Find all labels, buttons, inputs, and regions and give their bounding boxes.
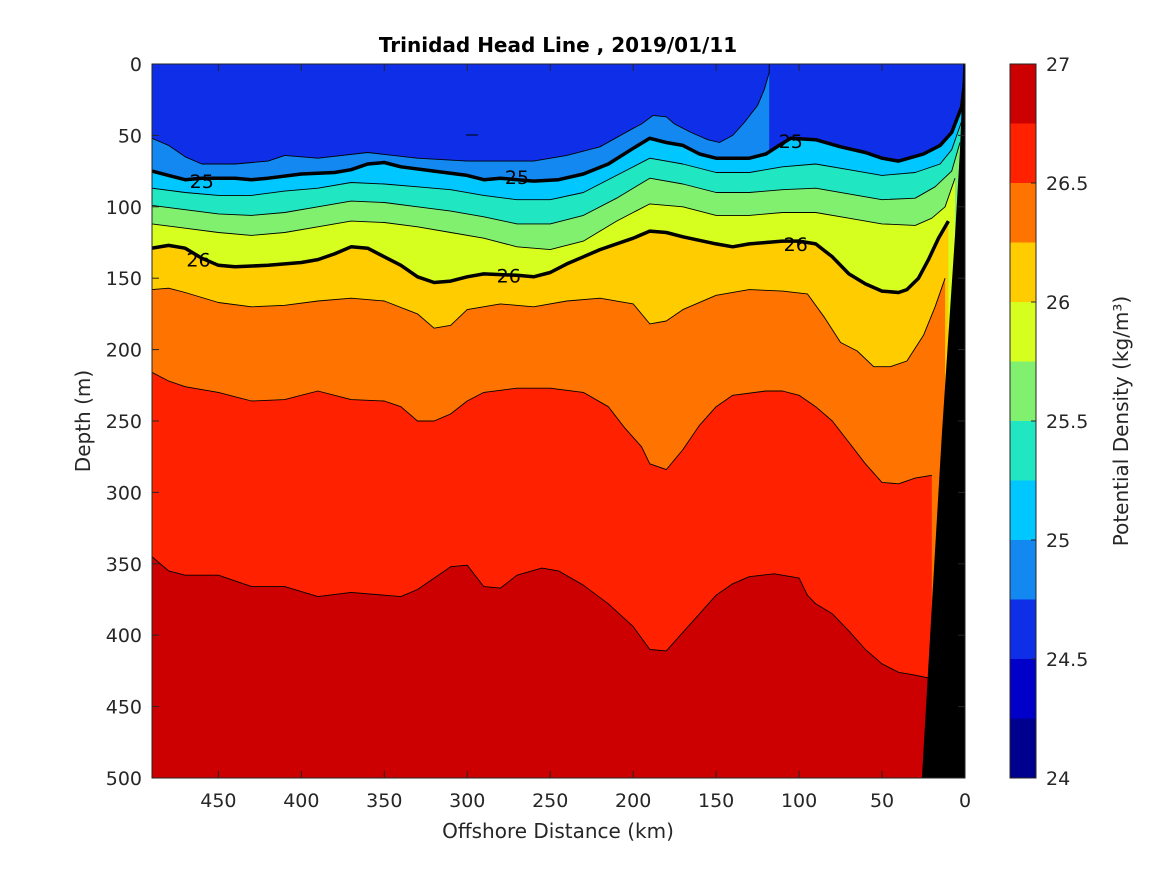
y-tick-label: 200 bbox=[106, 340, 142, 362]
y-tick-label: 250 bbox=[106, 411, 142, 433]
x-tick-label: 100 bbox=[781, 790, 817, 812]
colorbar-tick-label: 26.5 bbox=[1046, 173, 1088, 195]
plot-area bbox=[152, 64, 965, 778]
y-tick-label: 350 bbox=[106, 554, 142, 576]
isopycnal-26.5 bbox=[152, 372, 932, 485]
y-tick-label: 400 bbox=[106, 625, 142, 647]
y-axis-label: Depth (m) bbox=[71, 370, 95, 472]
chart-title: Trinidad Head Line , 2019/01/11 bbox=[379, 33, 737, 57]
y-tick-label: 450 bbox=[106, 697, 142, 719]
x-tick-label: 50 bbox=[870, 790, 894, 812]
x-tick-label: 0 bbox=[959, 790, 971, 812]
seafloor-bathymetry bbox=[921, 64, 965, 778]
isopycnal-25.75 bbox=[152, 178, 956, 251]
y-tick-label: 500 bbox=[106, 768, 142, 790]
y-axis: 0 50 100 150 200 250 300 350 400 450 500 bbox=[106, 54, 965, 790]
colorbar-swatch bbox=[1010, 242, 1036, 302]
colorbar-swatch bbox=[1010, 540, 1036, 600]
x-tick-label: 300 bbox=[449, 790, 485, 812]
y-tick-label: 50 bbox=[118, 125, 142, 147]
contour-label-text: 25 bbox=[505, 167, 529, 189]
contour-label-text: 26 bbox=[497, 265, 521, 287]
x-tick-label: 450 bbox=[200, 790, 236, 812]
colorbar-tick-label: 24 bbox=[1046, 768, 1070, 790]
density-band-26.75 bbox=[152, 556, 929, 778]
isopycnal-26.75 bbox=[152, 556, 929, 679]
colorbar-tick-label: 27 bbox=[1046, 54, 1070, 76]
contour-label-4: 26 bbox=[497, 265, 521, 287]
y-tick-label: 150 bbox=[106, 268, 142, 290]
density-fill-layers bbox=[152, 64, 965, 778]
isopycnal-lines bbox=[152, 64, 965, 679]
y-tick-label: 100 bbox=[106, 197, 142, 219]
colorbar-tick-label: 25 bbox=[1046, 530, 1070, 552]
y-tick-label: 300 bbox=[106, 482, 142, 504]
colorbar-swatch bbox=[1010, 361, 1036, 421]
contour-label-2: 25 bbox=[779, 131, 803, 153]
colorbar-tick-label: 25.5 bbox=[1046, 411, 1088, 433]
contour-label-0: 25 bbox=[190, 171, 214, 193]
x-tick-label: 250 bbox=[532, 790, 568, 812]
colorbar-swatch bbox=[1010, 123, 1036, 183]
contour-label-text: 26 bbox=[186, 250, 210, 272]
colorbar-swatch bbox=[1010, 480, 1036, 540]
colorbar-swatch bbox=[1010, 599, 1036, 659]
colorbar: 24 24.5 25 25.5 26 26.5 27 bbox=[1009, 54, 1088, 790]
colorbar-tick-label: 26 bbox=[1046, 292, 1070, 314]
contour-label-1: 25 bbox=[505, 167, 529, 189]
x-axis-label: Offshore Distance (km) bbox=[442, 819, 674, 843]
contour-labels: 25 25 25 26 26 26 bbox=[186, 131, 808, 287]
contour-label-text: 26 bbox=[784, 234, 808, 256]
isopycnal-24.75 bbox=[152, 64, 770, 165]
colorbar-swatch bbox=[1010, 64, 1036, 124]
contour-label-5: 26 bbox=[784, 234, 808, 256]
isopycnal-26.25 bbox=[152, 278, 946, 368]
x-tick-label: 400 bbox=[283, 790, 319, 812]
y-tick-label: 0 bbox=[130, 54, 142, 76]
isopycnal-25 bbox=[152, 78, 965, 183]
x-tick-label: 150 bbox=[698, 790, 734, 812]
x-tick-label: 200 bbox=[615, 790, 651, 812]
contour-label-3: 26 bbox=[186, 250, 210, 272]
colorbar-swatch bbox=[1010, 421, 1036, 481]
colorbar-swatch bbox=[1010, 659, 1036, 719]
colorbar-swatch bbox=[1010, 183, 1036, 243]
colorbar-tick-label: 24.5 bbox=[1046, 649, 1088, 671]
colorbar-swatch bbox=[1010, 302, 1036, 362]
isopycnal-25.5 bbox=[152, 142, 961, 225]
colorbar-label: Potential Density (kg/m³) bbox=[1109, 296, 1133, 547]
x-tick-label: 350 bbox=[366, 790, 402, 812]
isopycnal-26 bbox=[152, 220, 950, 295]
contour-label-text: 25 bbox=[190, 171, 214, 193]
isopycnal-25.25 bbox=[152, 120, 963, 201]
x-axis: 450 400 350 300 250 200 150 100 50 0 bbox=[200, 64, 971, 812]
contour-label-text: 25 bbox=[779, 131, 803, 153]
colorbar-swatch bbox=[1010, 718, 1036, 778]
